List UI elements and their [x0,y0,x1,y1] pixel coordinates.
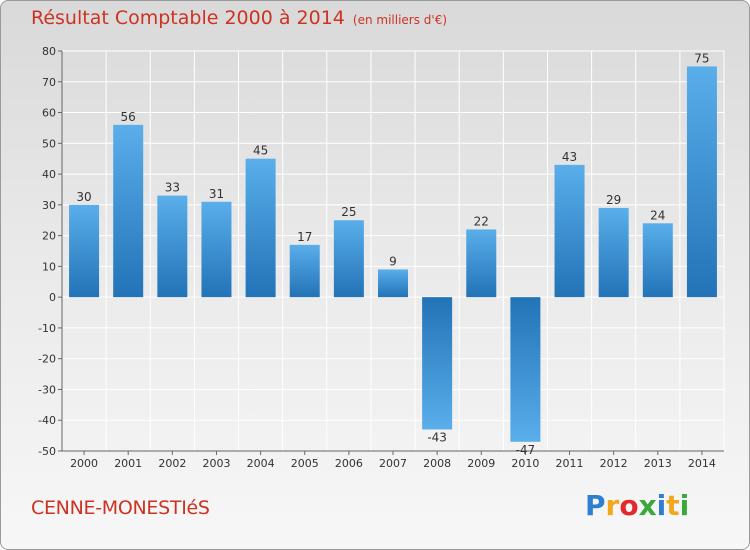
bar [466,229,497,298]
data-label: 17 [297,230,312,244]
y-tick-label: 0 [49,291,56,304]
data-labels: 30 56 33 31 45 17 25 9 -43 22 -47 43 29 24 75 [76,51,709,456]
x-tick-label: 2000 [70,457,98,470]
logo-letter: t [666,489,680,522]
x-tick-label: 2013 [644,457,672,470]
bar [113,124,144,298]
data-label: -43 [427,430,447,444]
y-tick-label: 30 [42,199,56,212]
logo-letter: i [656,489,667,522]
data-label: 9 [389,254,397,268]
y-tick-label: 60 [42,107,56,120]
bar [378,269,408,298]
data-label: 29 [606,193,621,207]
bar [69,204,100,298]
commune-name: CENNE-MONESTIéS [31,497,210,519]
x-tick-label: 2007 [379,457,407,470]
x-tick-label: 2014 [688,457,716,470]
x-tick-label: 2003 [202,457,230,470]
y-tick-label: 10 [42,260,56,273]
bar [598,207,629,298]
data-label: 56 [121,110,136,124]
data-label: -47 [516,443,536,457]
bar [333,220,364,298]
bar [201,201,232,298]
bar [642,223,673,298]
x-tick-label: 2005 [291,457,319,470]
y-tick-label: -10 [38,322,56,335]
logo-letter: x [638,489,657,522]
logo-letter: P [585,489,606,522]
chart-title: Résultat Comptable 2000 à 2014 (en millie… [31,7,447,29]
bar [422,297,453,430]
bars [69,66,717,442]
data-label: 25 [341,205,356,219]
proxiti-logo: Proxiti [585,489,689,522]
data-label: 75 [694,51,709,65]
axes [58,50,724,455]
data-label: 30 [76,190,91,204]
y-tick-label: 80 [42,45,56,58]
data-label: 22 [474,214,489,228]
x-tick-label: 2011 [556,457,584,470]
bar [289,244,320,298]
x-tick-label: 2002 [158,457,186,470]
x-tick-label: 2010 [511,457,539,470]
logo-letter: i [679,489,690,522]
y-tick-label: 50 [42,137,56,150]
y-tick-label: 70 [42,76,56,89]
x-tick-labels: 2000 2001 2002 2003 2004 2005 2006 2007 2008 2009… [70,457,716,470]
x-tick-label: 2009 [467,457,495,470]
data-label: 33 [165,181,180,195]
bar [157,195,188,298]
x-tick-label: 2001 [114,457,142,470]
bar [554,164,585,298]
y-tick-labels: 80 70 60 50 40 30 20 10 0 -10 -20 -30 -40 -50 [38,45,56,458]
y-tick-label: -50 [38,445,56,458]
y-tick-label: 40 [42,168,56,181]
x-tick-label: 2008 [423,457,451,470]
logo-letter: o [619,489,639,522]
data-label: 24 [650,208,665,222]
bar [510,297,541,442]
x-tick-label: 2004 [247,457,275,470]
bar [686,66,717,298]
x-tick-label: 2012 [600,457,628,470]
bar [245,158,276,298]
title-text: Résultat Comptable 2000 à 2014 [31,7,345,29]
y-tick-label: -40 [38,414,56,427]
y-tick-label: -20 [38,353,56,366]
y-tick-label: -30 [38,383,56,396]
data-label: 45 [253,144,268,158]
data-label: 31 [209,187,224,201]
y-tick-label: 20 [42,230,56,243]
logo-letter: r [605,489,620,522]
x-tick-label: 2006 [335,457,363,470]
title-unit: (en milliers d'€) [352,13,448,27]
data-label: 43 [562,150,577,164]
